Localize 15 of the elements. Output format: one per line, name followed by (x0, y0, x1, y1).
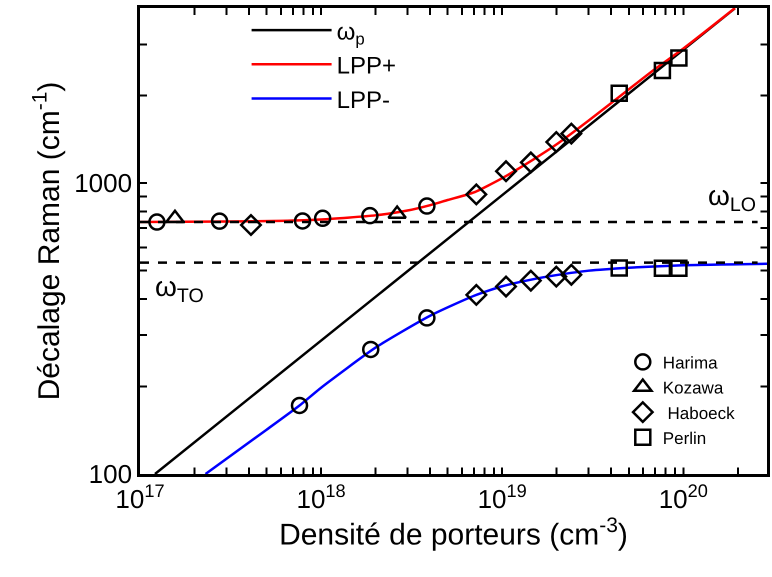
x-tick-label: 10$^{18}$ (296, 481, 346, 514)
x-tick-label: 10$^{20}$ (658, 481, 708, 514)
x-tick-label: 10$^{19}$ (478, 481, 527, 514)
ref-line-label: ω$_{TO}$ (155, 271, 204, 307)
legend-label: Perlin (662, 428, 706, 448)
legend-label: Kozawa (662, 378, 724, 398)
y-tick-label: 100 (88, 459, 132, 490)
y-tick-label: 1000 (74, 168, 132, 198)
x-axis-title: Densité de porteurs (cm$^{-3}$) (279, 514, 628, 552)
legend-label: Harima (662, 354, 718, 373)
legend-label: LPP- (336, 86, 390, 114)
ref-line-label: ω$_{LO}$ (708, 180, 756, 216)
legend-label: LPP+ (336, 52, 396, 80)
legend-label: Haboeck (662, 404, 736, 423)
legend-label: ω$_{p}$ (336, 18, 365, 48)
